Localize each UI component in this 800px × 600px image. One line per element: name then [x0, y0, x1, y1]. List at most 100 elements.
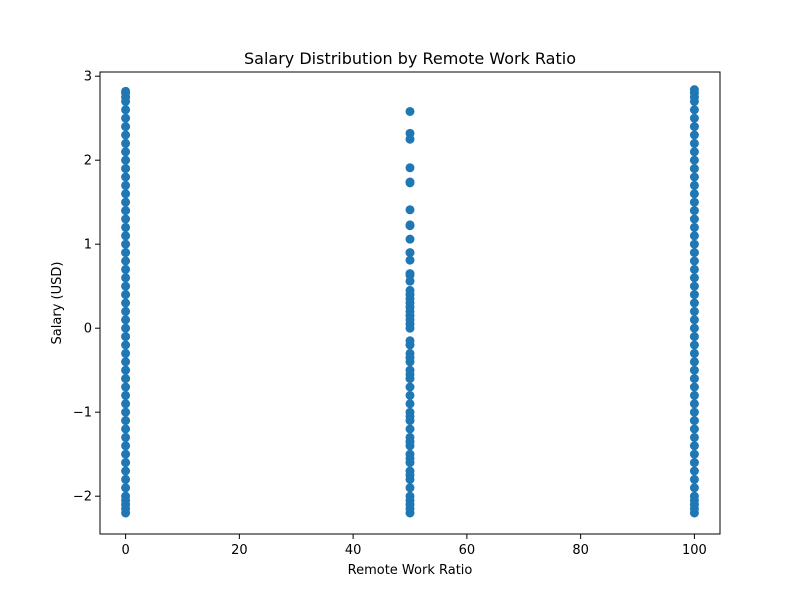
scatter-point [405, 382, 415, 392]
scatter-point [689, 155, 699, 165]
scatter-point [405, 374, 415, 384]
scatter-point [689, 130, 699, 140]
scatter-point [121, 416, 131, 426]
scatter-point [689, 466, 699, 476]
scatter-point [121, 197, 131, 207]
scatter-point [689, 222, 699, 232]
scatter-point [689, 432, 699, 442]
scatter-point [121, 399, 131, 409]
y-axis-ticks: −2 −1 0 1 2 3 [73, 70, 100, 505]
scatter-point [121, 105, 131, 115]
scatter-point [121, 474, 131, 484]
x-tick-label: 20 [231, 543, 248, 558]
scatter-point [689, 374, 699, 384]
scatter-point [405, 134, 415, 144]
scatter-point [689, 172, 699, 182]
scatter-point [689, 197, 699, 207]
x-tick-label: 40 [345, 543, 362, 558]
scatter-point [121, 458, 131, 468]
scatter-point [121, 390, 131, 400]
scatter-point [121, 483, 131, 493]
scatter-point [121, 290, 131, 300]
scatter-point [121, 256, 131, 266]
scatter-point [121, 466, 131, 476]
scatter-point [121, 222, 131, 232]
x-tick-label: 0 [121, 543, 129, 558]
scatter-point [405, 205, 415, 215]
scatter-point [405, 234, 415, 244]
scatter-points [121, 85, 699, 518]
scatter-point [689, 399, 699, 409]
scatter-point [689, 348, 699, 358]
scatter-point [405, 323, 415, 333]
x-tick-label: 60 [459, 543, 476, 558]
scatter-point [689, 340, 699, 350]
scatter-point [405, 221, 415, 231]
scatter-point [689, 416, 699, 426]
scatter-point [121, 315, 131, 325]
y-tick-label: −2 [73, 490, 92, 505]
scatter-point [689, 264, 699, 274]
scatter-point [121, 340, 131, 350]
scatter-point [689, 138, 699, 148]
scatter-point [121, 180, 131, 190]
scatter-point [689, 105, 699, 115]
scatter-point [405, 276, 415, 286]
scatter-point [689, 382, 699, 392]
scatter-point [689, 365, 699, 375]
scatter-point [689, 85, 699, 95]
scatter-point [689, 231, 699, 241]
scatter-point [405, 483, 415, 493]
scatter-point [121, 348, 131, 358]
scatter-point [689, 424, 699, 434]
plot-area [99, 71, 721, 535]
scatter-point [689, 214, 699, 224]
scatter-point [121, 281, 131, 291]
scatter-point [121, 214, 131, 224]
scatter-point [689, 357, 699, 367]
scatter-point [121, 130, 131, 140]
scatter-point [689, 298, 699, 308]
scatter-point [405, 508, 415, 518]
scatter-point [405, 357, 415, 367]
scatter-point [689, 407, 699, 417]
scatter-point [405, 255, 415, 265]
scatter-point [121, 323, 131, 333]
x-tick-label: 80 [572, 543, 589, 558]
scatter-point [689, 332, 699, 342]
scatter-point [689, 390, 699, 400]
scatter-point [121, 248, 131, 258]
y-tick-label: 2 [84, 154, 92, 169]
y-tick-label: 0 [84, 322, 92, 337]
scatter-point [689, 113, 699, 123]
scatter-point [121, 86, 131, 96]
scatter-point [689, 164, 699, 174]
y-tick-label: 3 [84, 70, 92, 85]
scatter-point [121, 264, 131, 274]
scatter-point [121, 273, 131, 283]
scatter-point [121, 365, 131, 375]
scatter-point [405, 390, 415, 400]
scatter-point [405, 474, 415, 484]
scatter-point [121, 407, 131, 417]
scatter-point [121, 189, 131, 199]
scatter-point [121, 424, 131, 434]
scatter-point [121, 231, 131, 241]
scatter-point [121, 432, 131, 442]
scatter-point [121, 306, 131, 316]
y-tick-label: −1 [73, 406, 92, 421]
scatter-point [121, 298, 131, 308]
scatter-point [121, 172, 131, 182]
scatter-point [121, 147, 131, 157]
scatter-point [689, 273, 699, 283]
scatter-point [689, 323, 699, 333]
scatter-point [689, 122, 699, 132]
scatter-point [121, 206, 131, 216]
scatter-point [121, 491, 131, 501]
plot-frame [99, 71, 721, 535]
scatter-point [405, 163, 415, 173]
scatter-point [405, 248, 415, 258]
scatter-point [689, 147, 699, 157]
x-axis-ticks: 0 20 40 60 80 100 [121, 534, 707, 558]
